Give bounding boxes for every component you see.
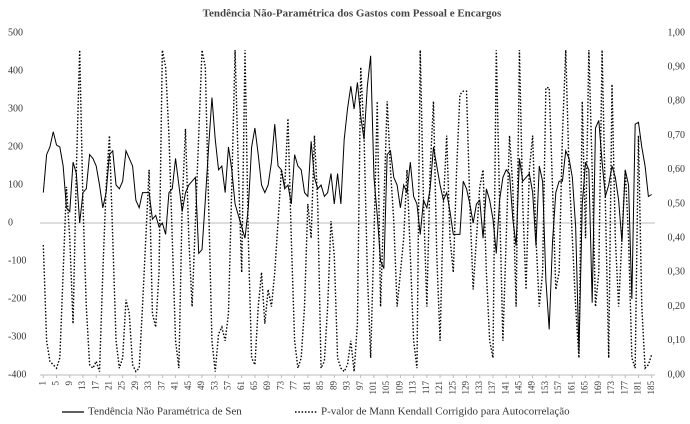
x-tick-label: 153 <box>540 381 550 395</box>
y2-tick-label: 0,40 <box>668 232 686 243</box>
y2-tick-label: 0,60 <box>668 164 686 175</box>
y-tick-label: 200 <box>8 141 23 152</box>
x-tick-label: 57 <box>223 381 233 391</box>
x-tick-label: 97 <box>355 381 365 391</box>
x-tick-label: 109 <box>394 381 404 395</box>
x-tick-label: 121 <box>434 381 444 395</box>
x-tick-label: 173 <box>606 381 616 395</box>
x-tick-label: 69 <box>262 381 272 391</box>
x-tick-label: 169 <box>593 381 603 395</box>
legend-label: P-valor de Mann Kendall Corrigido para A… <box>321 406 570 418</box>
y-tick-label: -300 <box>8 331 26 342</box>
x-tick-label: 45 <box>183 381 193 391</box>
x-tick-label: 37 <box>156 381 166 391</box>
x-tick-label: 1 <box>37 381 47 386</box>
y-tick-label: -100 <box>8 255 26 266</box>
x-tick-label: 77 <box>289 381 299 391</box>
x-tick-label: 13 <box>77 381 87 391</box>
x-tick-label: 113 <box>408 381 418 395</box>
y-tick-label: 500 <box>8 27 23 38</box>
x-tick-label: 25 <box>117 381 127 391</box>
y2-tick-label: 0,90 <box>668 61 686 72</box>
x-tick-label: 185 <box>646 381 656 395</box>
x-tick-label: 129 <box>461 381 471 395</box>
x-tick-label: 21 <box>103 381 113 390</box>
series-line <box>42 55 652 353</box>
x-tick-label: 41 <box>170 381 180 390</box>
legend-label: Tendência Não Paramétrica de Sen <box>88 406 242 418</box>
y2-tick-label: 0,30 <box>668 267 686 278</box>
x-tick-label: 101 <box>368 381 378 395</box>
x-tick-label: 141 <box>500 381 510 395</box>
y2-tick-label: 0,80 <box>668 96 686 107</box>
x-tick-label: 89 <box>328 381 338 391</box>
x-tick-label: 145 <box>513 381 523 395</box>
x-tick-label: 93 <box>342 381 352 391</box>
y2-tick-label: 1,00 <box>668 27 686 38</box>
x-tick-label: 117 <box>421 381 431 395</box>
y-tick-label: 400 <box>8 65 23 76</box>
y2-tick-label: 0,00 <box>668 369 686 380</box>
x-tick-label: 125 <box>447 381 457 395</box>
y2-tick-label: 0,50 <box>668 198 686 209</box>
y2-tick-label: 0,10 <box>668 335 686 346</box>
x-tick-label: 17 <box>90 381 100 391</box>
y-tick-label: -200 <box>8 293 26 304</box>
x-tick-label: 149 <box>527 381 537 395</box>
series-line <box>42 49 653 373</box>
y-tick-label: 100 <box>8 179 23 190</box>
x-tick-label: 5 <box>51 381 61 386</box>
x-tick-label: 157 <box>553 381 563 395</box>
x-tick-label: 85 <box>315 381 325 391</box>
x-tick-label: 177 <box>619 381 629 395</box>
x-tick-label: 81 <box>302 381 312 390</box>
y2-tick-label: 0,70 <box>668 130 686 141</box>
x-tick-label: 53 <box>209 381 219 391</box>
y2-tick-label: 0,20 <box>668 301 686 312</box>
x-tick-label: 181 <box>633 381 643 395</box>
x-tick-label: 65 <box>249 381 259 391</box>
x-tick-label: 61 <box>236 381 246 390</box>
x-tick-label: 161 <box>566 381 576 395</box>
x-tick-label: 105 <box>381 381 391 395</box>
x-tick-label: 137 <box>487 381 497 395</box>
y-tick-label: 300 <box>8 103 23 114</box>
x-tick-label: 133 <box>474 381 484 395</box>
x-tick-label: 33 <box>143 381 153 391</box>
x-tick-label: 49 <box>196 381 206 391</box>
x-tick-label: 73 <box>275 381 285 391</box>
x-tick-label: 165 <box>580 381 590 395</box>
x-tick-label: 9 <box>64 381 74 386</box>
y-tick-label: -400 <box>8 369 26 380</box>
y-tick-label: 0 <box>8 217 13 228</box>
chart-title: Tendência Não-Paramétrica dos Gastos com… <box>203 8 502 20</box>
x-tick-label: 29 <box>130 381 140 391</box>
